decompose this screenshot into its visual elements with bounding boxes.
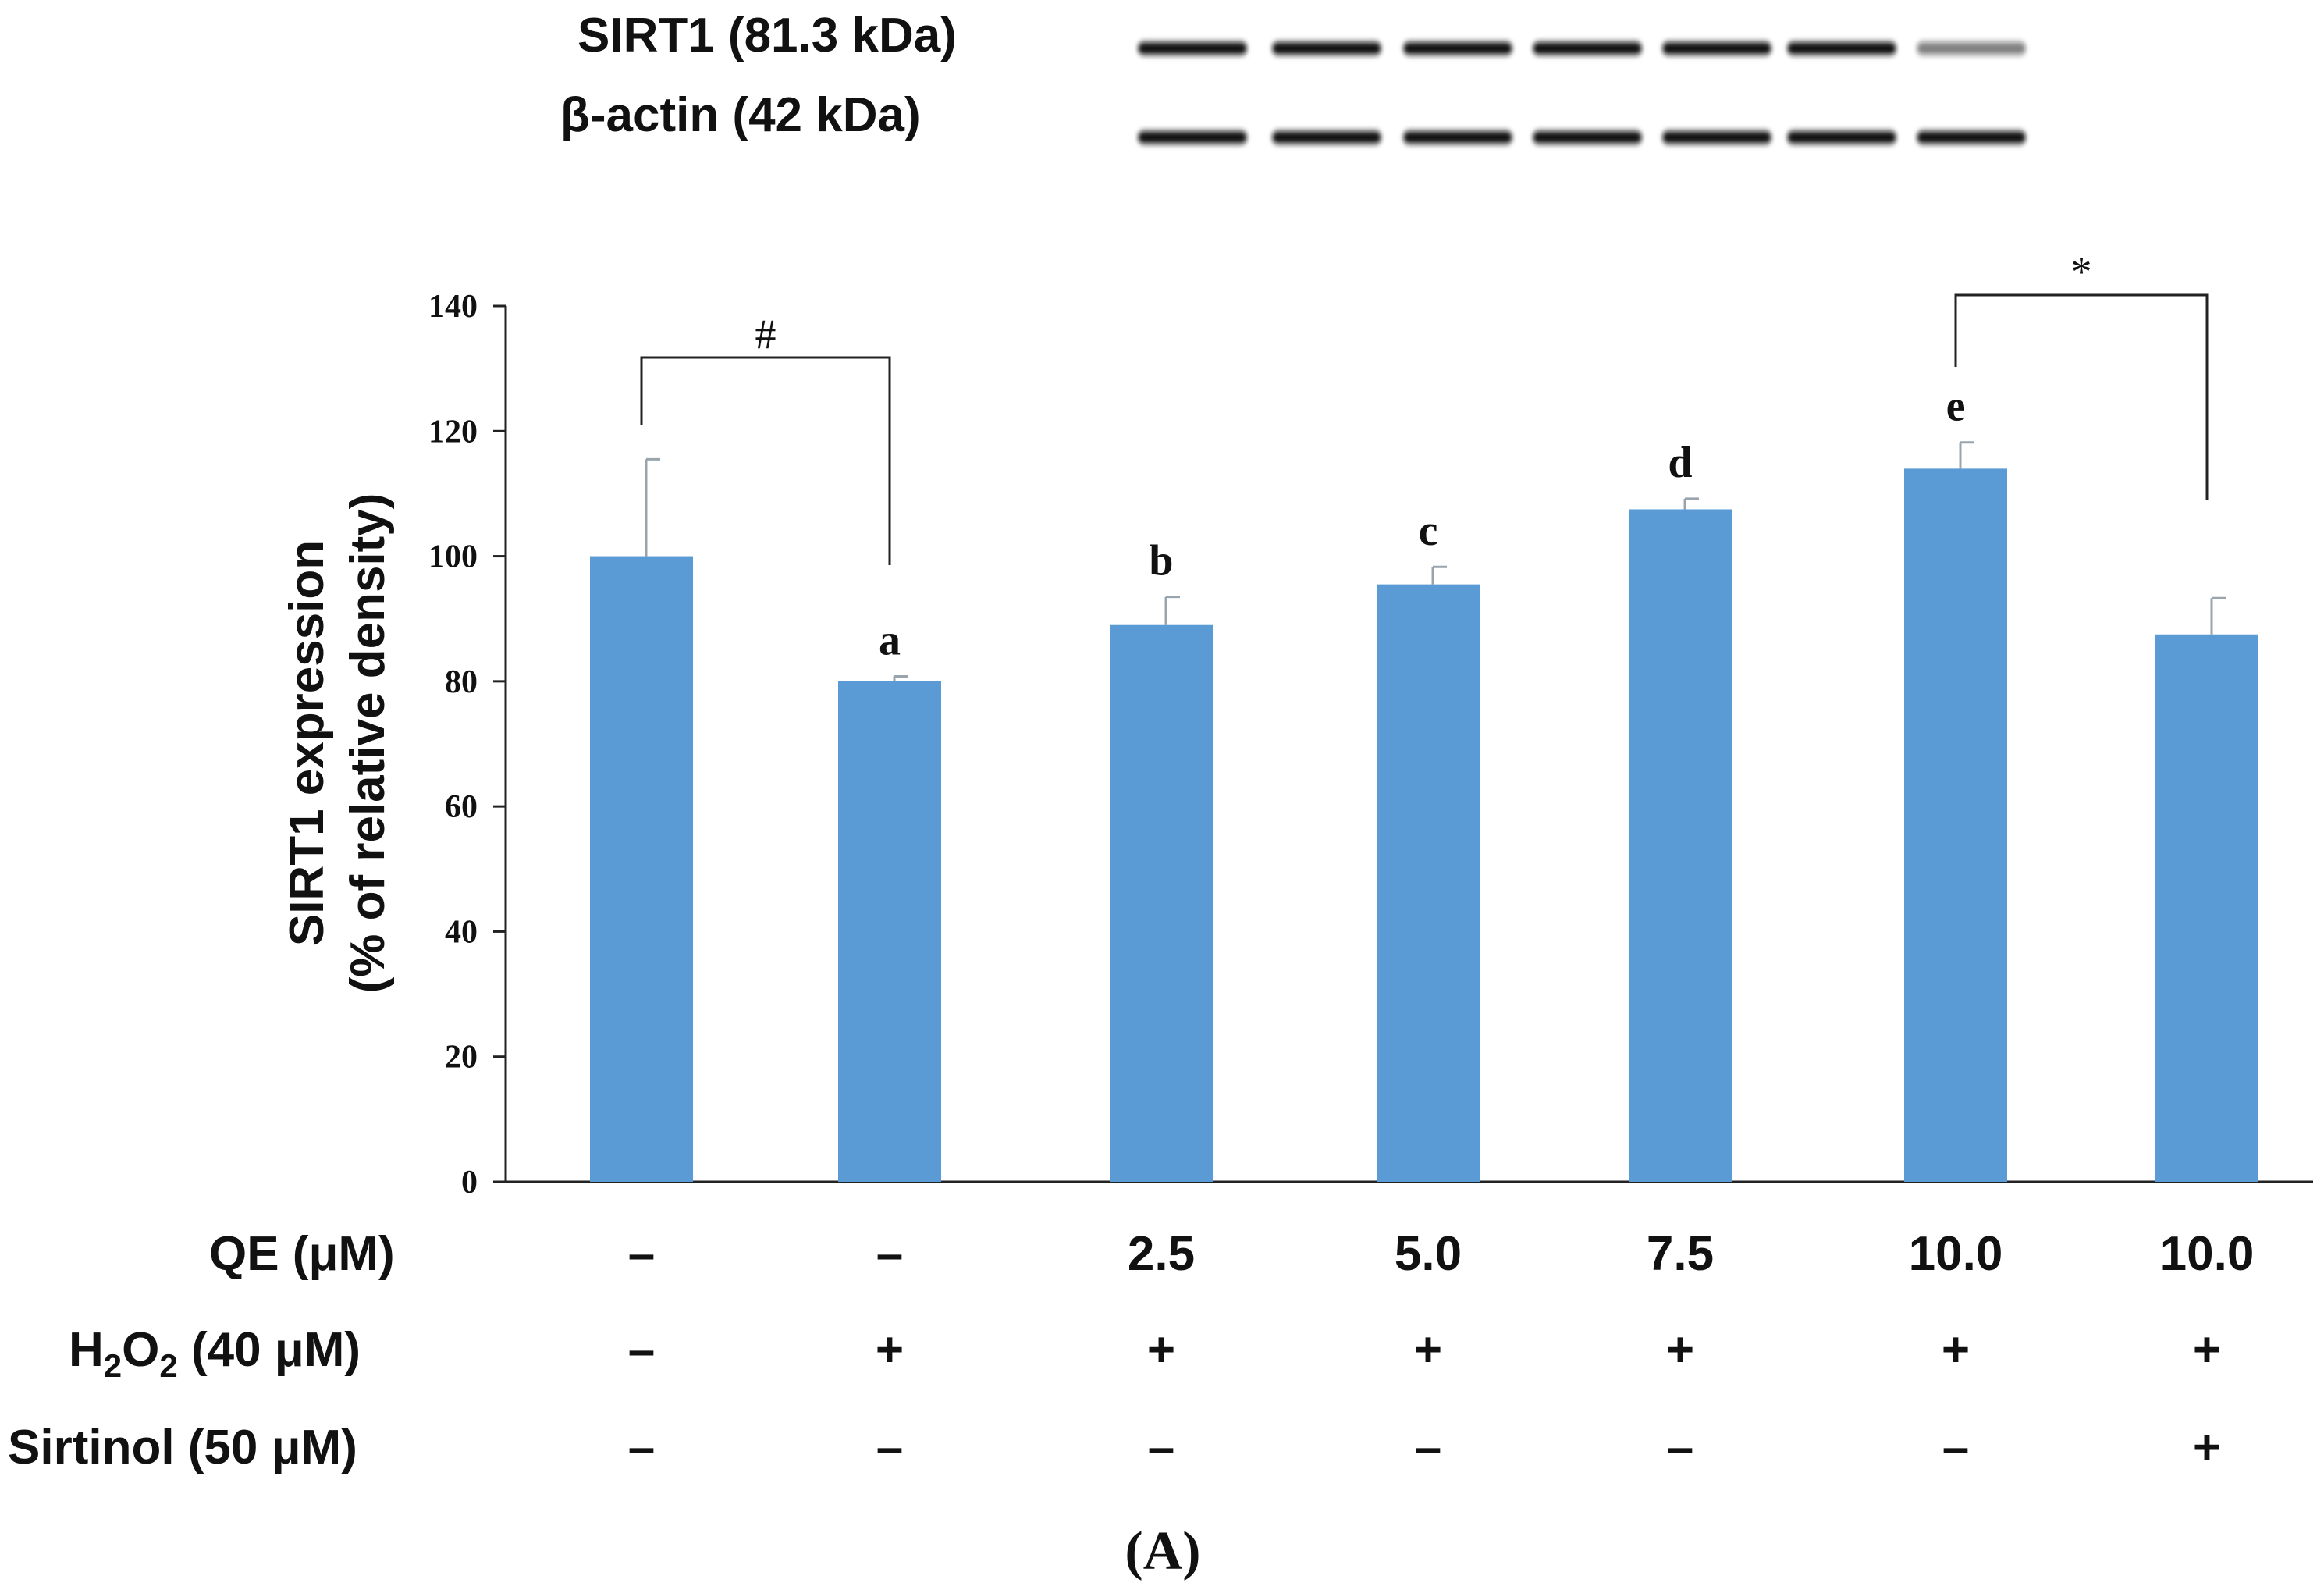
significance-letter: e (1946, 382, 1966, 431)
condition-value: – (1667, 1421, 1693, 1474)
condition-values: – – 2.5 5.0 7.5 10.0 10.0 – + + + + + + – – – – – – + (628, 1227, 2255, 1474)
blot-band (1533, 42, 1642, 55)
comparison-symbol: # (755, 311, 776, 357)
condition-value: 10.0 (2160, 1227, 2255, 1281)
condition-value: – (1942, 1421, 1969, 1474)
bar (1110, 624, 1213, 1182)
condition-value: + (1666, 1323, 1694, 1377)
blot-label-actin: β-actin (42 kDa) (560, 88, 921, 142)
h2o2-sub1: 2 (104, 1347, 122, 1384)
blot-label-sirt1: SIRT1 (81.3 kDa) (577, 9, 957, 62)
condition-value: 7.5 (1647, 1227, 1714, 1281)
blot-band (1787, 131, 1896, 144)
condition-value: 2.5 (1128, 1227, 1195, 1281)
y-axis-label-line1: SIRT1 expression (280, 540, 334, 946)
blot-band (1787, 42, 1896, 55)
significance-letter: a (879, 616, 901, 664)
condition-value: – (628, 1421, 655, 1474)
blot-band (1272, 42, 1381, 55)
blot-band (1533, 131, 1642, 144)
significance-letter: d (1668, 439, 1692, 487)
blot-band (1662, 131, 1771, 144)
h2o2-h: H (69, 1323, 104, 1377)
western-blot (1138, 42, 2026, 144)
condition-value: + (1414, 1323, 1442, 1377)
blot-band (1138, 42, 1247, 55)
y-ticks: 0 20 40 60 80 100 120 140 (428, 289, 506, 1201)
y-tick-label: 80 (445, 664, 478, 700)
h2o2-tail: (40 μM) (178, 1323, 361, 1377)
y-tick-label: 20 (445, 1040, 478, 1076)
condition-value: 5.0 (1395, 1227, 1462, 1281)
condition-label-sirtinol: Sirtinol (50 μM) (8, 1421, 357, 1474)
blot-band (1662, 42, 1771, 55)
condition-value: – (1148, 1421, 1174, 1474)
y-tick-label: 60 (445, 789, 478, 825)
bar (1377, 584, 1480, 1182)
condition-value: + (2193, 1323, 2221, 1377)
condition-value: + (1147, 1323, 1175, 1377)
blot-band (1138, 131, 1247, 144)
blot-band (1917, 131, 2026, 144)
comparison-bracket (1954, 293, 2209, 500)
condition-label-qe: QE (μM) (209, 1227, 395, 1281)
blot-band (1272, 131, 1381, 144)
h2o2-o: O (122, 1323, 159, 1377)
bar (590, 556, 693, 1182)
bar (1904, 468, 2007, 1182)
condition-value: – (628, 1227, 655, 1281)
condition-table: QE (μM) H2O2 (40 μM) Sirtinol (50 μM) (8, 1227, 395, 1474)
y-tick-label: 140 (428, 289, 478, 325)
y-tick-label: 100 (428, 539, 478, 575)
condition-value: – (628, 1323, 655, 1377)
y-tick-label: 120 (428, 414, 478, 450)
condition-value: + (1942, 1323, 1970, 1377)
condition-value: – (876, 1421, 903, 1474)
comparison-symbol: * (2071, 248, 2092, 295)
comparison-bracket (640, 356, 891, 565)
error-bars (645, 441, 2226, 681)
bar (838, 681, 941, 1182)
comparison-brackets: #* (640, 248, 2209, 565)
y-axis-label-line2: (% of relative density) (341, 493, 395, 994)
significance-letter: c (1419, 507, 1438, 555)
condition-label-h2o2: H2O2 (40 μM) (69, 1323, 361, 1384)
blot-band (1403, 42, 1512, 55)
y-axis-label: SIRT1 expression (% of relative density) (280, 493, 395, 994)
y-tick-label: 0 (461, 1165, 478, 1201)
h2o2-sub2: 2 (159, 1347, 177, 1384)
blot-band (1917, 42, 2026, 55)
condition-value: – (876, 1227, 903, 1281)
bar (1629, 509, 1732, 1182)
condition-value: + (876, 1323, 904, 1377)
bar (2155, 634, 2258, 1182)
condition-value: 10.0 (1909, 1227, 2003, 1281)
y-tick-label: 40 (445, 914, 478, 950)
panel-label: (A) (1125, 1521, 1200, 1581)
significance-letters: a b c d e (879, 382, 1965, 665)
condition-value: + (2193, 1421, 2221, 1474)
condition-value: – (1415, 1421, 1441, 1474)
significance-letter: b (1149, 537, 1173, 585)
bars (590, 468, 2258, 1182)
blot-band (1403, 131, 1512, 144)
